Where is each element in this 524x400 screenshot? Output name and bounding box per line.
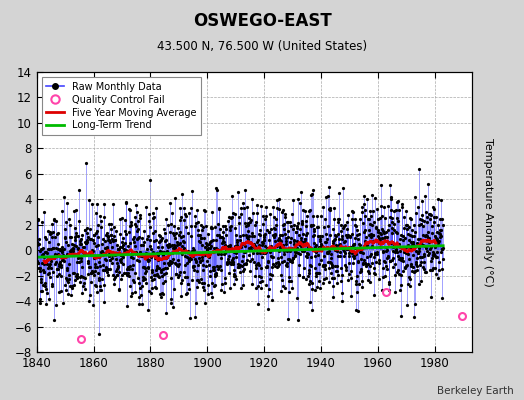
Y-axis label: Temperature Anomaly (°C): Temperature Anomaly (°C) [484,138,494,286]
Text: OSWEGO-EAST: OSWEGO-EAST [193,12,331,30]
Text: Berkeley Earth: Berkeley Earth [437,386,514,396]
Text: 43.500 N, 76.500 W (United States): 43.500 N, 76.500 W (United States) [157,40,367,53]
Legend: Raw Monthly Data, Quality Control Fail, Five Year Moving Average, Long-Term Tren: Raw Monthly Data, Quality Control Fail, … [41,77,201,135]
